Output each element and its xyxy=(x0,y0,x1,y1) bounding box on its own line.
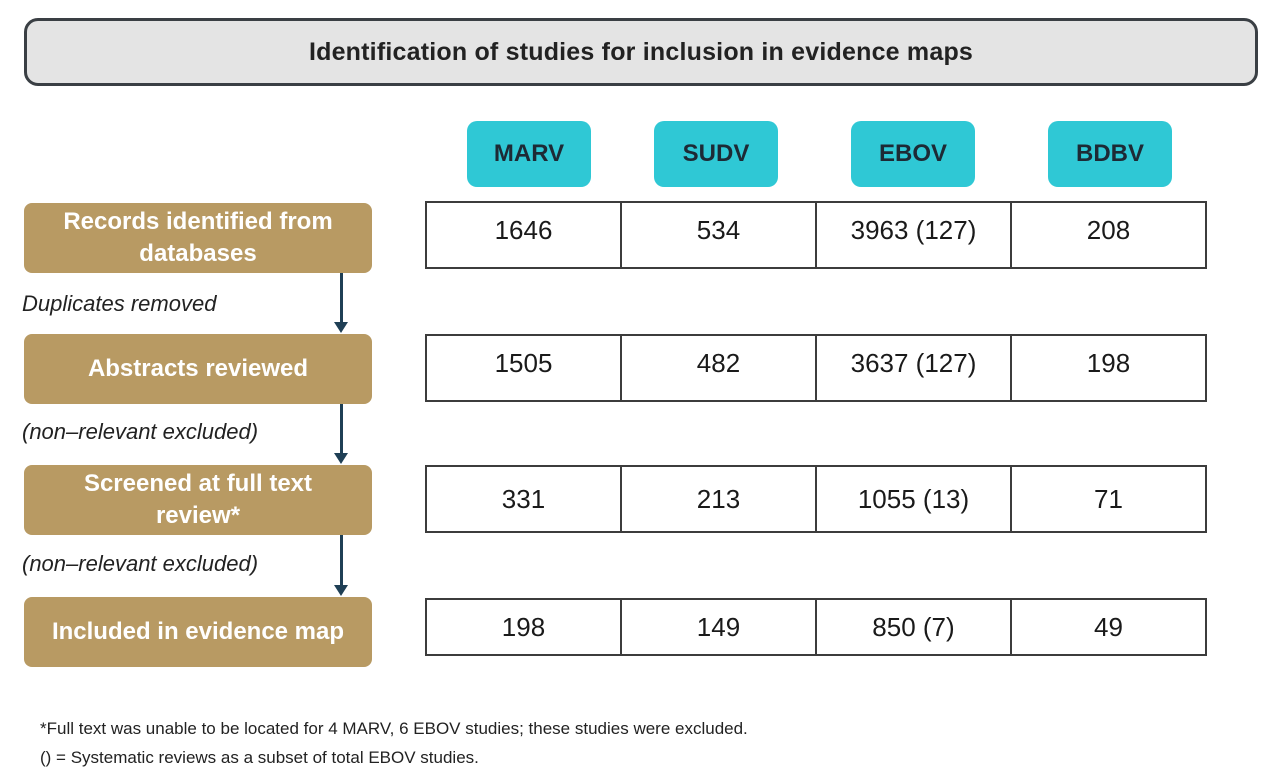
cell-screened-marv: 331 xyxy=(427,467,622,531)
cell-records-marv: 1646 xyxy=(427,203,622,267)
cell-included-marv: 198 xyxy=(427,600,622,654)
cell-abstracts-bdbv: 198 xyxy=(1086,348,1131,378)
cell-screened-sudv: 213 xyxy=(622,467,817,531)
diagram-title: Identification of studies for inclusion … xyxy=(308,37,974,66)
header-marv: MARV xyxy=(467,121,591,187)
flow-arrow-1 xyxy=(334,273,348,333)
cell-abstracts-ebov: 3637 (127) xyxy=(817,336,1012,400)
stage-records-identified: Records identified from databases xyxy=(24,203,372,273)
cell-screened-ebov: 1055 (13) xyxy=(817,467,1012,531)
stage-included: Included in evidence map xyxy=(24,597,372,667)
cell-included-bdbv: 49 xyxy=(1094,611,1123,642)
note-non-relevant-excluded-1: (non–relevant excluded) xyxy=(22,419,259,444)
table-row-screened: 331 213 1055 (13) 71 xyxy=(425,465,1207,533)
header-sudv: SUDV xyxy=(654,121,778,187)
note-duplicates-removed: Duplicates removed xyxy=(22,291,217,316)
cell-included-ebov: 850 (7) xyxy=(817,600,1012,654)
cell-records-sudv: 534 xyxy=(622,203,817,267)
flow-arrow-3 xyxy=(334,535,348,596)
table-row-records: 1646 534 3963 (127) 208 xyxy=(425,201,1207,269)
cell-abstracts-marv: 1505 xyxy=(427,336,622,400)
cell-screened-bdbv: 71 xyxy=(1094,483,1123,514)
note-non-relevant-excluded-2: (non–relevant excluded) xyxy=(22,551,259,576)
stage-full-text-screened: Screened at full text review* xyxy=(24,465,372,535)
table-row-included: 198 149 850 (7) 49 xyxy=(425,598,1207,656)
title-banner: Identification of studies for inclusion … xyxy=(24,18,1258,86)
footnote-systematic-reviews: () = Systematic reviews as a subset of t… xyxy=(40,748,479,767)
cell-abstracts-sudv: 482 xyxy=(622,336,817,400)
footnote-full-text: *Full text was unable to be located for … xyxy=(40,719,748,738)
cell-records-ebov: 3963 (127) xyxy=(817,203,1012,267)
header-ebov: EBOV xyxy=(851,121,975,187)
flow-arrow-2 xyxy=(334,404,348,464)
cell-records-bdbv: 208 xyxy=(1086,215,1131,245)
cell-included-sudv: 149 xyxy=(622,600,817,654)
table-row-abstracts: 1505 482 3637 (127) 198 xyxy=(425,334,1207,402)
stage-abstracts-reviewed: Abstracts reviewed xyxy=(24,334,372,404)
header-bdbv: BDBV xyxy=(1048,121,1172,187)
